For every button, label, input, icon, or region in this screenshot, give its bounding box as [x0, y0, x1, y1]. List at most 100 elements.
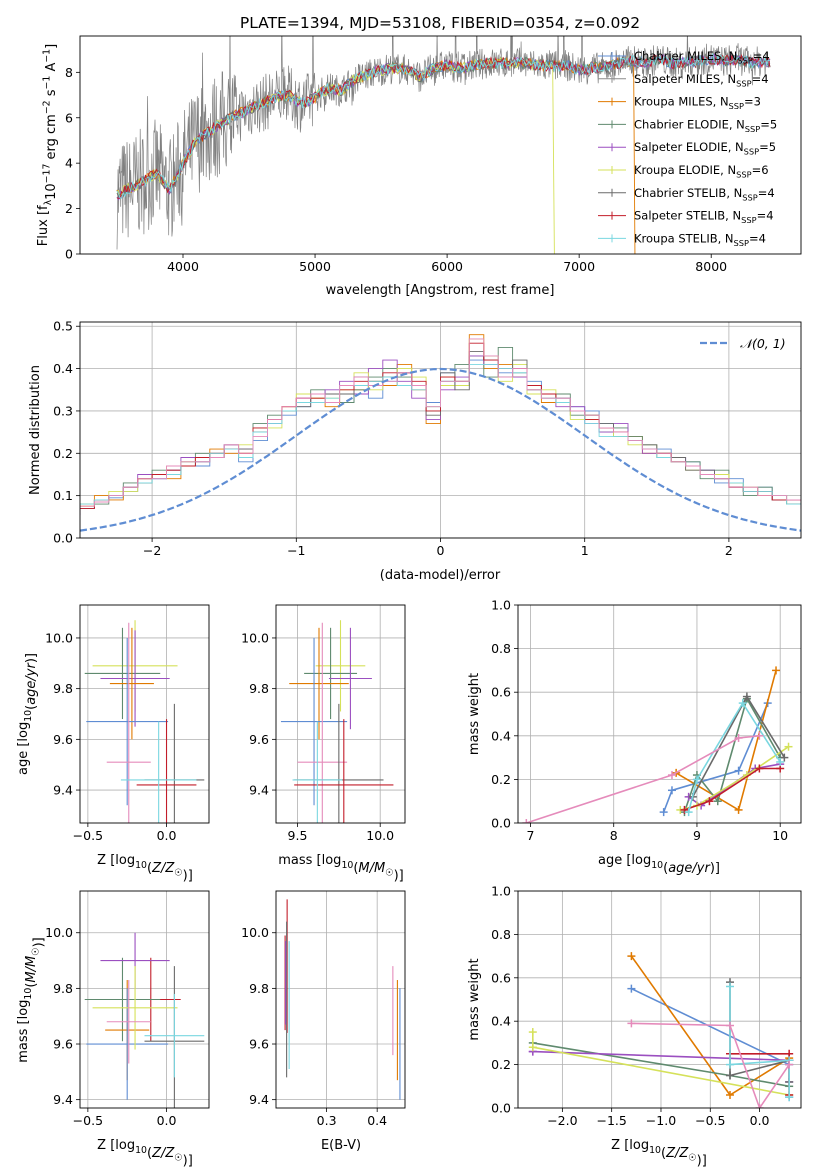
x-axis-label: E(B-V) [321, 1138, 361, 1153]
y-tick-label: 9.8 [53, 681, 73, 696]
histogram-axes-plot-area [80, 322, 801, 538]
x-tick-label: 10 [772, 828, 788, 843]
y-tick-label: 0.8 [491, 927, 511, 942]
x-tick-label: 0.3 [317, 1113, 337, 1128]
x-tick-label: 7 [527, 828, 535, 843]
y-tick-label: 0.1 [53, 488, 73, 503]
legend-label: Salpeter ELODIE, NSSP=5 [634, 140, 776, 156]
y-tick-label: 0.6 [491, 970, 511, 985]
x-tick-label: −0.5 [73, 828, 103, 843]
x-tick-label: −0.5 [695, 1113, 725, 1128]
y-axis-label: mass [log10(M/M☉)] [16, 937, 47, 1063]
x-axis-label: Z [log10(Z/Z☉)] [611, 1138, 707, 1169]
age-vs-Z-axes-plot-area [80, 605, 209, 823]
spectrum-axes-plot-area [116, 36, 771, 254]
x-axis-label: Z [log10(Z/Z☉)] [97, 853, 193, 884]
age-vs-Z-axes: −0.5 0.0 9.4 9.6 9.8 10.0 Z [log10(Z/Z☉)] age [… [16, 604, 210, 884]
x-tick-label: 0.0 [750, 1113, 770, 1128]
x-axis-label: (data-model)/error [380, 568, 501, 583]
y-axis-label: Flux [fλ10−17 erg cm−2 s−1 A−1] [36, 44, 59, 246]
x-tick-label: −1 [287, 543, 305, 558]
mass-vs-ebv-axes-plot-area [276, 891, 405, 1108]
model-spectrum-line [116, 53, 770, 199]
x-tick-label: 0 [437, 543, 445, 558]
x-tick-label: −2 [143, 543, 161, 558]
x-axis-label: wavelength [Angstrom, rest frame] [326, 283, 555, 298]
y-tick-label: 9.6 [53, 1037, 73, 1052]
axes-frame [79, 604, 210, 824]
x-tick-label: 10.0 [366, 828, 394, 843]
axes-frame [79, 35, 802, 255]
y-tick-label: 8 [65, 65, 73, 80]
x-tick-label: −1.0 [646, 1113, 676, 1128]
weight-series-line [687, 701, 781, 813]
y-tick-label: 10.0 [241, 925, 269, 940]
y-tick-label: 9.8 [249, 981, 269, 996]
y-axis-label: Normed distribution [28, 365, 43, 495]
y-tick-label: 0.4 [491, 1014, 511, 1029]
y-tick-label: 0.2 [491, 772, 511, 787]
y-tick-label: 10.0 [241, 630, 269, 645]
y-tick-label: 1.0 [491, 598, 511, 613]
y-tick-label: 0.8 [491, 641, 511, 656]
x-tick-label: 9.5 [288, 828, 308, 843]
y-tick-label: 9.8 [249, 681, 269, 696]
histogram-axes: −2 −1 0 1 2 0.0 0.1 0.2 0.3 0.4 0.5 𝒩(0, 1) (data-mo… [28, 319, 802, 583]
y-tick-label: 2 [65, 201, 73, 216]
x-tick-label: 8 [610, 828, 618, 843]
y-tick-label: 4 [65, 156, 73, 171]
figure-title: PLATE=1394, MJD=53108, FIBERID=0354, z=0… [240, 14, 640, 32]
x-tick-label: 0.0 [157, 1113, 177, 1128]
y-tick-label: 0.4 [53, 361, 73, 376]
x-tick-label: 0.4 [367, 1113, 387, 1128]
x-tick-label: 5000 [299, 259, 331, 274]
y-tick-label: 9.4 [249, 1092, 269, 1107]
x-axis-label: age [log10(age/yr)] [598, 853, 720, 876]
y-tick-label: 0.2 [53, 446, 73, 461]
weight-vs-age-axes-plot-area [518, 605, 801, 823]
y-tick-label: 10.0 [45, 925, 73, 940]
weight-series-line [526, 735, 760, 823]
weight-series-line [631, 1022, 790, 1108]
mass-vs-Z-axes: −0.5 0.0 9.4 9.6 9.8 10.0 Z [log10(Z/Z☉)] mass … [16, 890, 210, 1169]
legend-label: 𝒩(0, 1) [740, 336, 786, 351]
y-tick-label: 10.0 [45, 630, 73, 645]
histogram-series [80, 338, 801, 514]
legend-label: Kroupa STELIB, NSSP=4 [634, 231, 766, 247]
x-tick-label: 9 [693, 828, 701, 843]
x-tick-label: −0.5 [73, 1113, 103, 1128]
y-tick-label: 0.5 [53, 319, 73, 334]
age-vs-mass-axes: 9.5 10.0 9.4 9.6 9.8 10.0 mass [log10(M/M☉)] [241, 604, 406, 884]
weight-series-line [684, 767, 781, 811]
mass-vs-ebv-axes: 0.3 0.4 9.4 9.6 9.8 10.0 E(B-V) [241, 890, 406, 1153]
y-tick-label: 0.0 [53, 531, 73, 546]
y-axis-label: age [log10(age/yr)] [16, 653, 39, 775]
y-tick-label: 6 [65, 110, 73, 125]
y-tick-label: 0.6 [491, 685, 511, 700]
y-tick-label: 9.6 [249, 1037, 269, 1052]
weight-vs-Z-axes: −2.0 −1.5 −1.0 −0.5 0.0 0.0 0.2 0.4 0.6 0.8 1.0 mas… [467, 884, 802, 1169]
x-tick-label: 1 [581, 543, 589, 558]
y-tick-label: 0.0 [491, 1101, 511, 1116]
mass-vs-Z-axes-plot-area [80, 891, 209, 1108]
normal-curve [80, 367, 801, 532]
legend-label: Salpeter STELIB, NSSP=4 [634, 209, 774, 225]
y-tick-label: 0.2 [491, 1057, 511, 1072]
y-tick-label: 9.4 [249, 783, 269, 798]
legend-label: Salpeter MILES, NSSP=4 [634, 72, 769, 88]
model-spectrum-line [116, 53, 771, 198]
x-tick-label: 7000 [563, 259, 595, 274]
y-tick-label: 1.0 [491, 884, 511, 899]
y-axis-label: mass weight [467, 673, 482, 755]
x-tick-label: 0.0 [157, 828, 177, 843]
x-axis-label: mass [log10(M/M☉)] [278, 853, 404, 884]
legend-label: Chabrier ELODIE, NSSP=5 [634, 117, 777, 133]
spectrum-axes: 4000 5000 6000 7000 8000 0 2 4 6 8 Chabrier MILES,… [36, 35, 802, 298]
x-tick-label: 6000 [431, 259, 463, 274]
y-tick-label: 9.4 [53, 1092, 73, 1107]
axes-frame [79, 890, 210, 1109]
axes-frame [517, 604, 802, 824]
legend-label: Kroupa MILES, NSSP=3 [634, 95, 761, 111]
